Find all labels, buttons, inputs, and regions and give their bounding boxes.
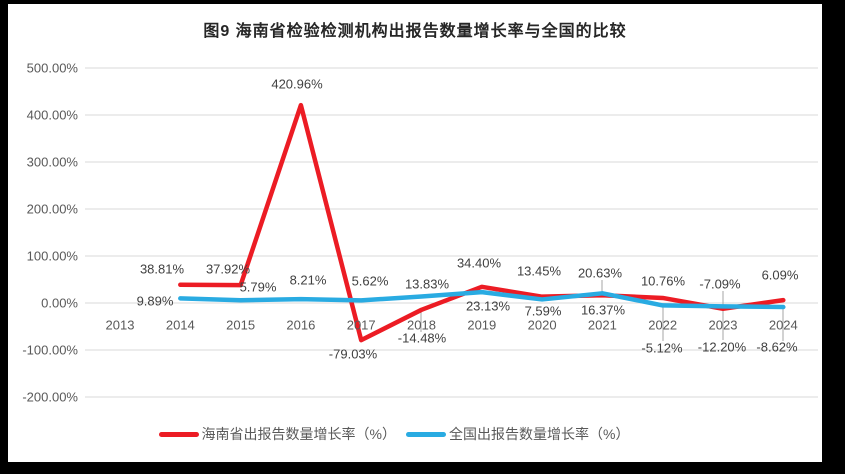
national-data-label: -7.09% (699, 276, 741, 292)
national-data-label: -5.12% (641, 340, 683, 356)
national-data-label: 5.62% (351, 273, 389, 289)
hainan-data-label: -79.03% (328, 346, 378, 362)
document-page: 500.00% 400.00% 300.00% 200.00% 100.00% 0.00%… (8, 4, 822, 462)
legend-label-national: 全国出报告数量增长率（%） (449, 426, 630, 442)
hainan-line-swatch (158, 431, 199, 437)
hainan-series-line (178, 102, 786, 343)
y-axis-tick-label: 0.00% (41, 295, 78, 311)
x-axis-year-label: 2017 (346, 317, 376, 333)
x-axis-year-label: 2015 (226, 317, 256, 333)
legend-item-hainan[interactable]: 海南省出报告数量增长率（%） (158, 424, 396, 444)
national-data-label: 13.83% (404, 276, 450, 292)
hainan-data-label: 420.96% (271, 76, 323, 92)
y-axis-tick-label: -100.00% (22, 342, 78, 358)
y-axis-tick-label: 500.00% (26, 60, 78, 76)
national-data-label: -8.62% (756, 339, 798, 355)
national-data-label: 20.63% (577, 265, 623, 281)
hainan-data-label: -12.20% (697, 339, 747, 355)
hainan-data-label: -14.48% (397, 330, 447, 346)
x-axis-year-label: 2024 (768, 317, 798, 333)
labels-layer: 500.00% 400.00% 300.00% 200.00% 100.00% 0.00%… (8, 4, 822, 462)
chart-title: 图9 海南省检验检测机构出报告数量增长率与全国的比较 (203, 23, 627, 40)
chart-svg (85, 67, 818, 398)
x-axis-year-label: 2023 (708, 317, 738, 333)
national-data-label: 23.13% (465, 298, 511, 314)
national-series-line (178, 289, 786, 310)
x-axis-year-label: 2014 (165, 317, 195, 333)
hainan-data-label: 38.81% (139, 261, 185, 277)
hainan-data-label: 13.45% (516, 263, 562, 279)
legend-item-national[interactable]: 全国出报告数量增长率（%） (406, 424, 629, 444)
x-axis-year-label: 2019 (467, 317, 497, 333)
x-axis-year-label: 2022 (648, 317, 678, 333)
hainan-data-label: 6.09% (761, 267, 799, 283)
x-axis-year-label: 2021 (587, 317, 617, 333)
x-axis-year-label: 2016 (286, 317, 316, 333)
hainan-data-label: 37.92% (205, 261, 251, 277)
national-data-label: 5.79% (239, 279, 277, 295)
hainan-data-label: 10.76% (640, 273, 686, 289)
y-axis-tick-label: 400.00% (26, 107, 78, 123)
national-data-label: 8.21% (289, 272, 327, 288)
y-axis-tick-label: 100.00% (26, 248, 78, 264)
y-axis-tick-label: -200.00% (22, 389, 78, 405)
chart-legend: 海南省出报告数量增长率（%） 全国出报告数量增长率（%） (0, 424, 801, 444)
x-axis-year-label: 2020 (527, 317, 557, 333)
legend-label-hainan: 海南省出报告数量增长率（%） (201, 426, 396, 442)
x-axis-year-label: 2013 (105, 317, 135, 333)
national-data-label: 9.89% (136, 293, 174, 309)
y-axis-tick-label: 300.00% (26, 154, 78, 170)
chart-area: 500.00% 400.00% 300.00% 200.00% 100.00% 0.00%… (8, 4, 822, 462)
national-data-label: 7.59% (524, 303, 562, 319)
national-line-swatch (406, 431, 446, 437)
x-axis-year-label: 2018 (407, 317, 436, 333)
hainan-data-label: 34.40% (456, 255, 502, 271)
hainan-data-label: 16.37% (580, 302, 626, 318)
y-axis-tick-label: 200.00% (26, 201, 78, 217)
